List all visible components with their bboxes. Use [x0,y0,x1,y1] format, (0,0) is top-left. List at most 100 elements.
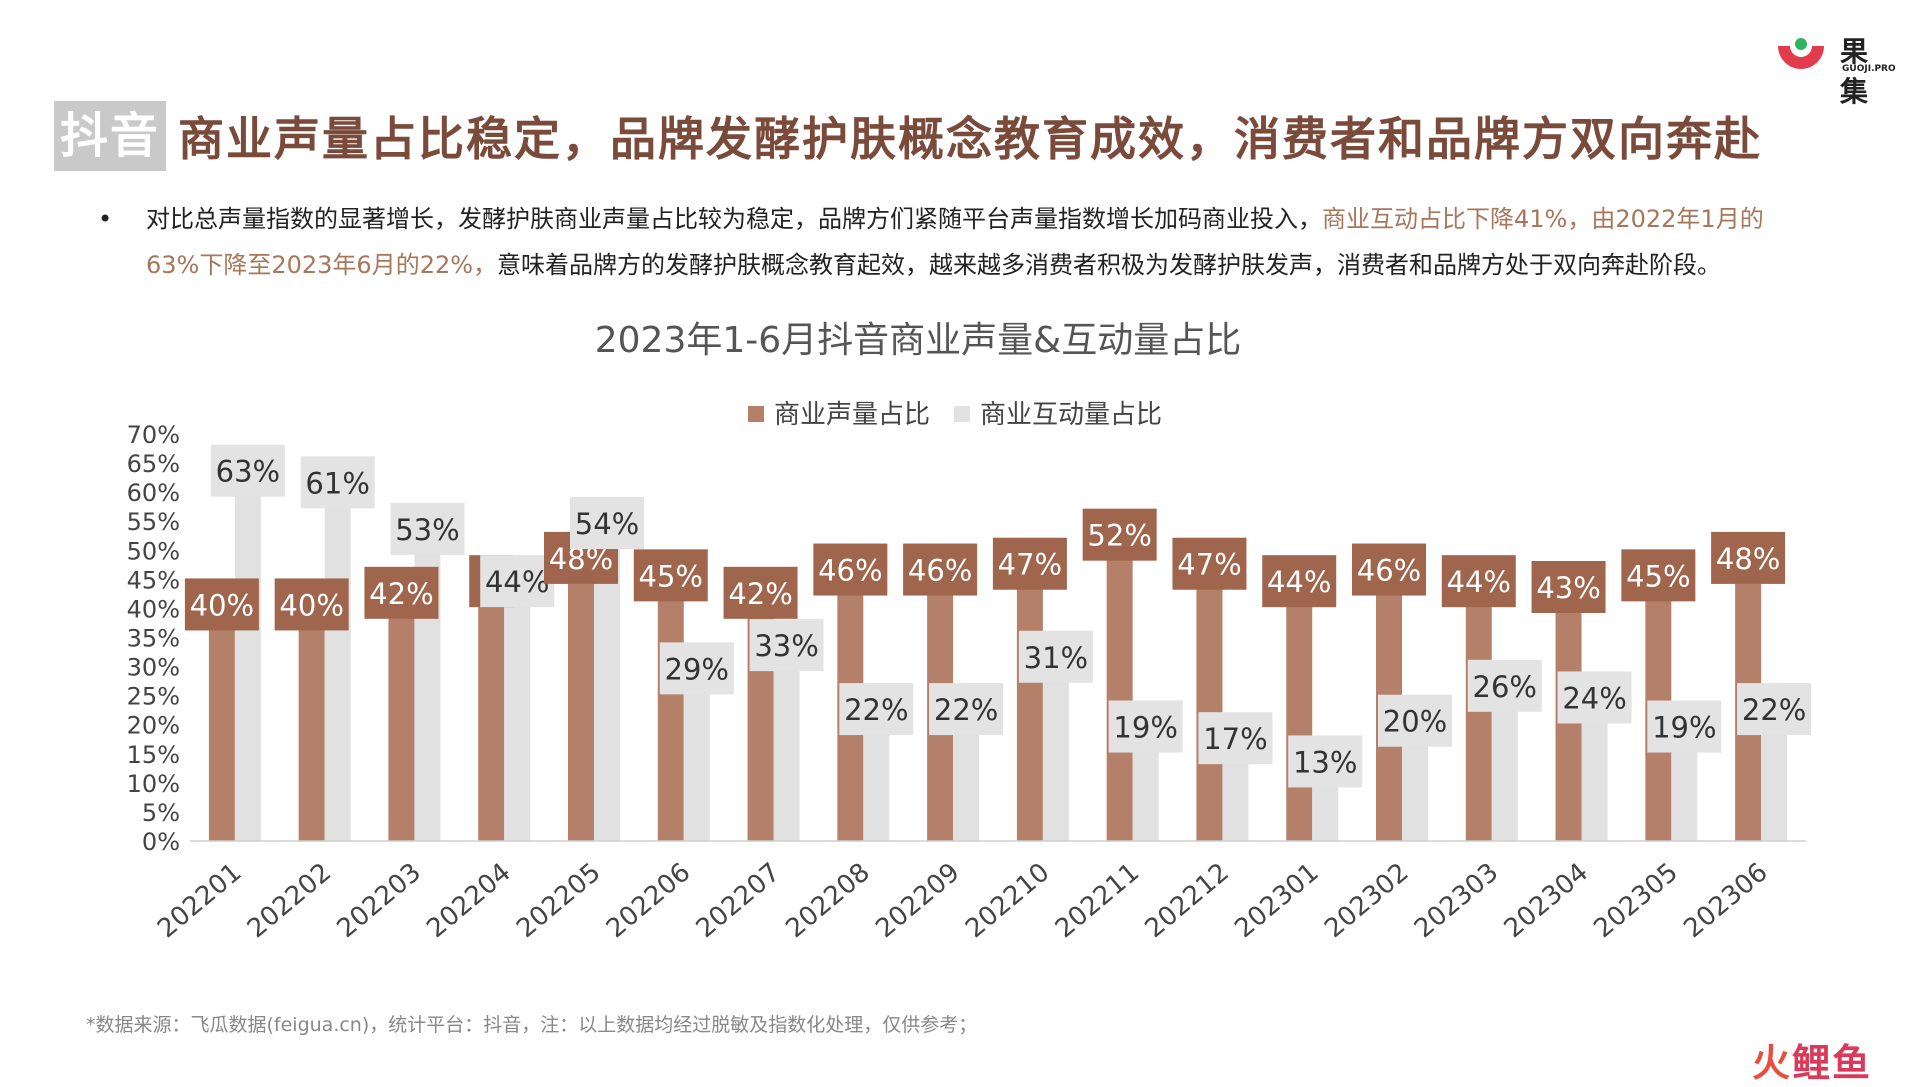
summary-text-part1: 对比总声量指数的显著增长，发酵护肤商业声量占比较为稳定，品牌方们紧随平台声量指数… [146,205,1322,233]
data-label-text: 53% [395,513,459,547]
summary-highlight: 商业互动占比下降41%，由2022年1月的63%下降至2023年6月的22%， [146,205,1764,279]
watermark-logo-part1: 火 [1752,1041,1793,1085]
bar-commercial-interaction [1042,660,1069,841]
bar-commercial-volume [388,596,415,841]
bar-commercial-interaction [773,649,800,841]
data-label-box [723,566,798,619]
bar-commercial-interaction [234,474,261,841]
x-tick-label: 202212 [1140,857,1235,944]
data-label-box [1198,712,1273,765]
data-label-box [1018,630,1093,683]
bar-commercial-volume [1106,538,1133,841]
data-label-commercial-interaction: 22% [1737,683,1812,736]
data-label-commercial-interaction: 13% [1288,735,1363,788]
data-label-commercial-volume: 46% [813,543,888,596]
y-tick-label: 40% [127,595,180,623]
y-tick-label: 60% [127,479,180,507]
x-tick-label: 202202 [242,857,337,944]
data-label-text: 20% [1383,705,1447,739]
x-tick-label: 202201 [152,857,247,944]
data-label-commercial-volume: 42% [723,566,798,619]
x-tick-label: 202207 [691,857,786,944]
data-label-box [633,549,708,602]
data-label-text: 52% [1087,519,1151,553]
bullet-dot: • [98,205,113,233]
y-tick-label: 50% [127,537,180,565]
data-label-text: 44% [485,565,549,599]
data-label-box [1108,700,1183,753]
legend-item: 商业互动量占比 [954,400,1162,430]
data-label-text: 29% [665,652,729,686]
data-label-box [1378,694,1452,747]
bar-commercial-volume [1196,567,1223,841]
x-axis: 2022012022022022032022042022052022062022… [152,840,1806,944]
data-label-text: 17% [1203,722,1267,756]
bar-commercial-volume [1465,585,1492,841]
data-label-text: 22% [844,693,908,727]
data-label-box [480,555,555,608]
data-label-text: 48% [1716,542,1780,576]
data-label-commercial-volume: 40% [184,578,259,631]
data-label-box [1531,560,1606,613]
data-label-text: 44% [1447,565,1511,599]
data-label-commercial-interaction: 53% [390,502,465,555]
data-label-text: 47% [998,548,1062,582]
data-label-text: 22% [934,693,998,727]
y-tick-label: 70% [127,421,180,449]
x-tick-label: 202208 [781,857,876,944]
data-label-commercial-volume: 42% [364,566,439,619]
data-label-commercial-interaction: 29% [659,642,734,695]
data-label-box [390,502,465,555]
data-label-text: 47% [1177,548,1241,582]
bar-commercial-volume [568,561,594,841]
data-label-box [364,566,439,619]
data-label-box [1621,549,1696,602]
data-label-text: 45% [639,559,703,593]
legend-swatch [954,406,970,422]
data-label-commercial-interaction: 19% [1108,700,1183,753]
data-label-text: 54% [575,507,639,541]
y-tick-label: 25% [127,683,180,711]
y-tick-label: 55% [127,508,180,536]
brand-logo: 果集 GUOJI.PRO [1774,28,1896,108]
bar-commercial-interaction [683,672,710,841]
data-label-box [1352,543,1426,596]
data-label-commercial-volume: 44% [1441,555,1516,608]
data-label-box [210,444,285,497]
data-label-commercial-interaction: 22% [839,683,914,736]
platform-tag: 抖音 [54,101,167,171]
legend-swatch [748,406,764,422]
x-tick-label: 202206 [601,857,696,944]
data-label-text: 46% [908,554,972,588]
page-header: 抖音 商业声量占比稳定，品牌发酵护肤概念教育成效，消费者和品牌方双向奔赴 [54,100,1762,172]
data-label-commercial-volume: 44% [1262,555,1337,608]
data-label-commercial-interaction: 54% [570,497,644,550]
data-label-commercial-volume: 45% [1621,549,1696,602]
x-tick-label: 202205 [511,857,606,944]
brand-logo-icon [1778,38,1824,69]
summary-bullet: • 对比总声量指数的显著增长，发酵护肤商业声量占比较为稳定，品牌方们紧随平台声量… [98,196,1810,288]
data-label-box [1711,531,1786,584]
data-label-text: 61% [305,466,369,500]
chart-title: 2023年1-6月抖音商业声量&互动量占比 [595,320,1242,361]
data-label-box [1172,537,1247,590]
data-label-text: 46% [1357,554,1421,588]
bar-commercial-volume [1286,585,1313,841]
data-label-commercial-interaction: 33% [749,619,824,672]
data-label-box [570,497,644,550]
data-labels: 40%63%40%61%42%53%444%48%54%45%29%42%33%… [184,444,1812,788]
bars [208,474,1788,841]
data-label-commercial-volume: 40% [274,578,349,631]
data-label-commercial-interaction: 61% [300,456,375,509]
data-label-commercial-interaction: 19% [1647,700,1722,753]
bar-chart: 2023年1-6月抖音商业声量&互动量占比 商业声量占比 商业互动量占比 0%5%… [127,320,1812,944]
y-tick-label: 15% [127,741,180,769]
summary-text: 对比总声量指数的显著增长，发酵护肤商业声量占比较为稳定，品牌方们紧随平台声量指数… [146,196,1810,288]
data-label-text: 42% [369,577,433,611]
bar-commercial-volume [208,608,235,841]
data-label-text: 33% [754,629,818,663]
y-tick-label: 30% [127,654,180,682]
data-label-commercial-interaction: 31% [1018,630,1093,683]
legend-label: 商业互动量占比 [980,400,1162,430]
data-label-box [992,537,1067,590]
